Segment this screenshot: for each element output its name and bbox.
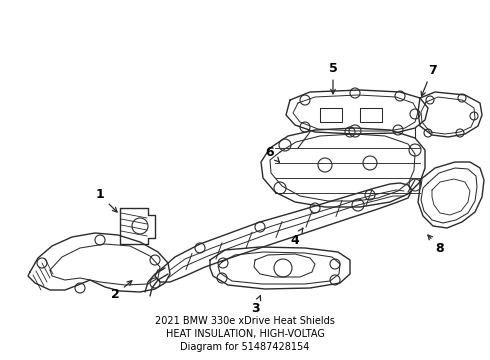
Text: 3: 3 — [251, 296, 261, 315]
Text: 7: 7 — [421, 63, 437, 96]
Text: 5: 5 — [329, 62, 338, 94]
Text: 8: 8 — [428, 235, 444, 255]
Text: 4: 4 — [291, 228, 303, 247]
Text: 2: 2 — [111, 281, 132, 302]
Text: 6: 6 — [266, 145, 279, 162]
Text: 2021 BMW 330e xDrive Heat Shields
HEAT INSULATION, HIGH-VOLTAG
Diagram for 51487: 2021 BMW 330e xDrive Heat Shields HEAT I… — [155, 316, 335, 352]
Text: 1: 1 — [96, 189, 117, 212]
